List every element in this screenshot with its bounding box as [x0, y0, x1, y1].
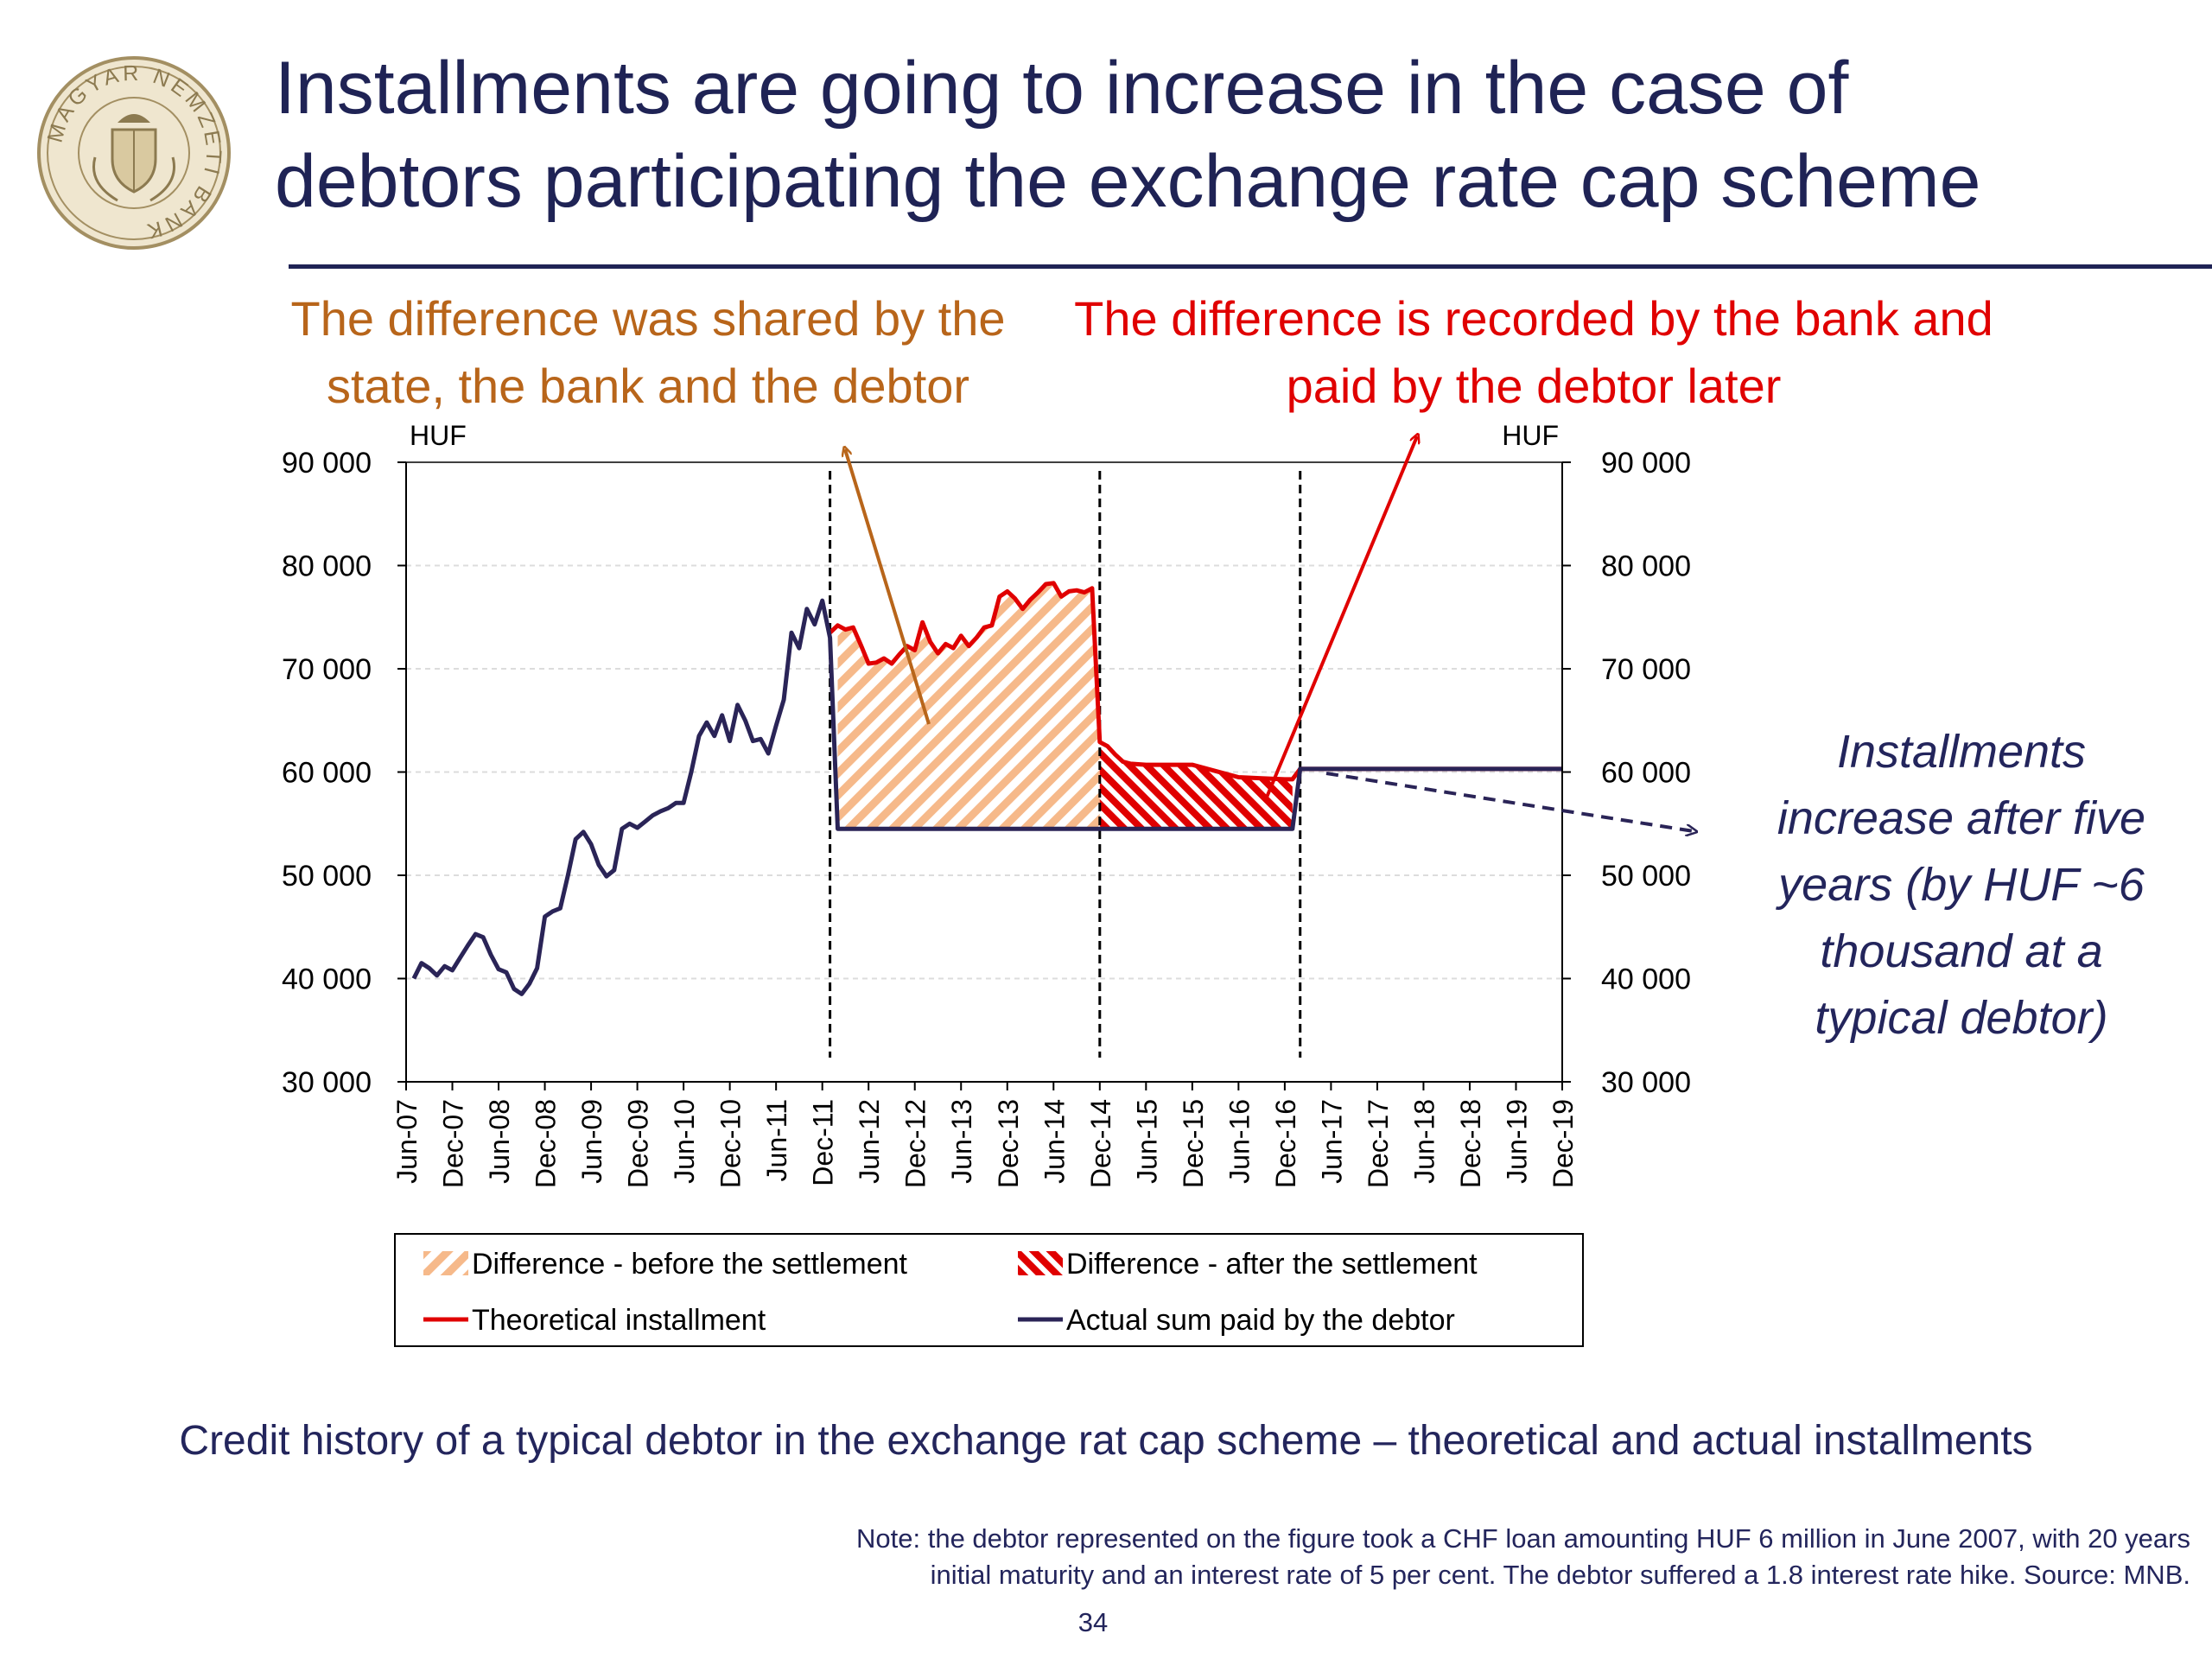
y-axis-label-left: HUF — [410, 420, 467, 451]
y-tick-label-left: 60 000 — [282, 757, 372, 790]
x-tick-label: Dec-17 — [1363, 1099, 1394, 1188]
x-tick-label: Jun-12 — [854, 1099, 885, 1184]
difference-before-area — [837, 582, 1100, 830]
side-line-3: years (by HUF ~6 — [1778, 859, 2145, 911]
title-divider — [289, 264, 2212, 269]
y-tick-label-right: 90 000 — [1601, 447, 1691, 480]
annotation-before-settlement: The difference was shared by the state, … — [259, 285, 1037, 420]
y-tick-label-left: 70 000 — [282, 653, 372, 686]
side-line-5: typical debtor) — [1815, 992, 2108, 1044]
y-tick-label-left: 80 000 — [282, 550, 372, 583]
x-tick-label: Jun-08 — [484, 1099, 515, 1184]
x-tick-label: Jun-11 — [761, 1099, 792, 1181]
legend-box — [394, 1233, 1584, 1347]
gridlines — [406, 564, 1562, 980]
x-tick-label: Jun-17 — [1316, 1099, 1347, 1184]
x-tick-label: Jun-16 — [1224, 1099, 1255, 1184]
x-tick-label: Dec-14 — [1085, 1099, 1116, 1188]
difference-after-area — [1099, 741, 1293, 830]
x-tick-label: Jun-14 — [1039, 1099, 1070, 1184]
x-tick-label: Dec-13 — [993, 1099, 1024, 1188]
legend-swatch-after — [1018, 1251, 1063, 1275]
x-tick-label: Dec-07 — [438, 1099, 469, 1188]
annotation-arrows — [845, 436, 1694, 831]
y-tick-label-right: 40 000 — [1601, 963, 1691, 996]
settlement-markers — [829, 471, 1302, 1058]
source-note: Note: the debtor represented on the figu… — [605, 1521, 2190, 1593]
x-tick-label: Jun-19 — [1501, 1099, 1532, 1184]
chart-legend: Difference - before the settlement Differ… — [394, 1233, 1584, 1347]
y-tick-label-right: 30 000 — [1601, 1066, 1691, 1099]
x-tick-label: Jun-10 — [669, 1099, 700, 1184]
side-line-2: increase after five — [1777, 792, 2146, 844]
y-tick-label-right: 50 000 — [1601, 860, 1691, 893]
x-tick-label: Dec-10 — [715, 1099, 747, 1188]
y-tick-label-right: 70 000 — [1601, 653, 1691, 686]
x-tick-label: Dec-16 — [1270, 1099, 1301, 1188]
y-tick-label-left: 50 000 — [282, 860, 372, 893]
x-tick-label: Dec-18 — [1455, 1099, 1486, 1188]
annotation-installment-increase: Installments increase after five years (… — [1737, 719, 2186, 1052]
x-tick-label: Jun-18 — [1408, 1099, 1440, 1184]
note-line-2: initial maturity and an interest rate of… — [930, 1560, 2190, 1590]
x-tick-label: Dec-08 — [531, 1099, 562, 1188]
annotation-after-settlement: The difference is recorded by the bank a… — [1037, 285, 2031, 420]
arrow-installment-increase — [1325, 772, 1694, 831]
y-tick-label-left: 30 000 — [282, 1066, 372, 1099]
actual-payment-line — [411, 598, 1562, 996]
x-tick-label: Dec-11 — [808, 1099, 839, 1186]
page-number: 34 — [1077, 1607, 1109, 1637]
page-title: Installments are going to increase in th… — [275, 41, 2176, 228]
y-tick-label-right: 60 000 — [1601, 757, 1691, 790]
note-line-1: Note: the debtor represented on the figu… — [856, 1523, 2190, 1554]
legend-label: Actual sum paid by the debtor — [1066, 1304, 1455, 1337]
side-line-4: thousand at a — [1820, 925, 2103, 977]
legend-swatch-before — [423, 1251, 468, 1275]
theoretical-installment-line — [828, 581, 1562, 782]
title-line-2: debtors participating the exchange rate … — [275, 140, 1981, 223]
title-line-1: Installments are going to increase in th… — [275, 47, 1849, 130]
x-tick-label: Dec-15 — [1178, 1099, 1209, 1188]
x-tick-label: Jun-15 — [1131, 1099, 1162, 1184]
annotation-left-line-2: state, the bank and the debtor — [326, 359, 970, 413]
x-tick-label: Jun-13 — [946, 1099, 977, 1184]
y-tick-label-right: 80 000 — [1601, 550, 1691, 583]
annotation-right-line-1: The difference is recorded by the bank a… — [1074, 291, 1993, 346]
chart-caption: Credit history of a typical debtor in th… — [179, 1418, 2033, 1464]
annotation-right-line-2: paid by the debtor later — [1286, 359, 1782, 413]
y-tick-label-left: 40 000 — [282, 963, 372, 996]
legend-label: Difference - before the settlement — [472, 1248, 908, 1281]
x-tick-label: Dec-12 — [900, 1099, 931, 1188]
side-line-1: Installments — [1836, 726, 2087, 778]
axes: 30 000 30 000 40 000 40 000 50 000 50 000 60 0… — [282, 420, 1691, 1188]
mnb-seal-icon: MAGYAR NEMZETI BANK — [37, 56, 231, 250]
x-tick-label: Dec-19 — [1548, 1099, 1579, 1188]
x-tick-label: Jun-09 — [576, 1099, 607, 1184]
y-axis-label-right: HUF — [1502, 420, 1559, 451]
arrow-before-settlement — [845, 449, 931, 725]
legend-label: Theoretical installment — [472, 1304, 766, 1337]
legend-label: Difference - after the settlement — [1066, 1248, 1478, 1281]
arrow-after-settlement — [1264, 436, 1417, 800]
x-tick-label: Dec-09 — [623, 1099, 654, 1188]
annotation-left-line-1: The difference was shared by the — [290, 291, 1006, 346]
x-tick-label: Jun-07 — [391, 1099, 423, 1184]
series-lines — [411, 581, 1562, 996]
difference-areas — [837, 582, 1293, 830]
y-tick-label-left: 90 000 — [282, 447, 372, 480]
